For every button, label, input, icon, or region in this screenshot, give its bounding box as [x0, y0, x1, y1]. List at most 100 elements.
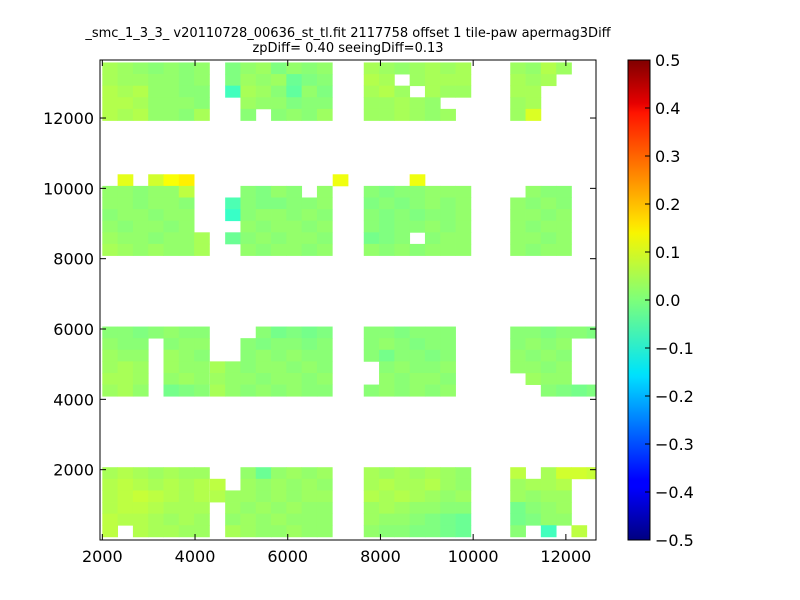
heatmap-cell	[163, 490, 180, 503]
heatmap-cell	[117, 349, 134, 362]
heatmap-cell	[102, 62, 119, 75]
heatmap-cell	[255, 62, 272, 75]
colorbar-tick-label: 0.0	[655, 291, 680, 310]
heatmap-cell	[409, 174, 426, 187]
heatmap-cell	[132, 349, 149, 362]
heatmap-cell	[225, 232, 241, 245]
heatmap-cell	[379, 467, 395, 480]
heatmap-cell	[178, 384, 195, 397]
heatmap-cell	[556, 384, 572, 397]
heatmap-cell	[409, 209, 426, 222]
heatmap-cell	[379, 209, 395, 222]
heatmap-cell	[301, 232, 318, 245]
heatmap-cell	[301, 220, 318, 233]
heatmap-cell	[148, 197, 164, 210]
heatmap-cell	[117, 502, 134, 515]
heatmap-cell	[163, 372, 180, 385]
heatmap-cell	[194, 97, 210, 110]
heatmap-cell	[440, 197, 456, 210]
heatmap-cell	[424, 185, 441, 198]
heatmap-cell	[102, 361, 119, 374]
colorbar-gradient	[628, 60, 650, 540]
heatmap-cell	[424, 502, 441, 515]
heatmap-cell	[510, 74, 526, 87]
heatmap-cell	[209, 478, 226, 491]
heatmap-cell	[178, 185, 195, 198]
heatmap-cell	[556, 478, 572, 491]
heatmap-cell	[225, 372, 241, 385]
heatmap-cell	[409, 220, 426, 233]
heatmap-cell	[148, 74, 164, 87]
heatmap-cell	[240, 372, 257, 385]
heatmap-cell	[540, 467, 557, 480]
heatmap-cell	[424, 85, 441, 98]
heatmap-cell	[255, 220, 272, 233]
heatmap-cell	[255, 525, 272, 538]
heatmap-cell	[301, 384, 318, 397]
heatmap-cell	[394, 478, 411, 491]
heatmap-cell	[163, 525, 180, 538]
heatmap-cell	[394, 220, 411, 233]
heatmap-cell	[379, 502, 395, 515]
heatmap-cell	[132, 513, 149, 526]
heatmap-cell	[178, 220, 195, 233]
heatmap-cell	[148, 513, 164, 526]
heatmap-cell	[540, 74, 557, 87]
heatmap-cell	[556, 467, 572, 480]
heatmap-cell	[440, 502, 456, 515]
heatmap-cell	[178, 513, 195, 526]
heatmap-cell	[271, 384, 287, 397]
heatmap-cell	[163, 97, 180, 110]
heatmap-cell	[286, 467, 303, 480]
heatmap-cell	[525, 326, 542, 339]
heatmap-cell	[363, 185, 380, 198]
heatmap-cell	[394, 243, 411, 256]
heatmap-cell	[394, 525, 411, 538]
heatmap-cell	[540, 502, 557, 515]
heatmap-cell	[510, 197, 526, 210]
heatmap-cell	[424, 384, 441, 397]
heatmap-cell	[556, 62, 572, 75]
heatmap-cell	[379, 108, 395, 121]
heatmap-cell	[271, 220, 287, 233]
heatmap-cell	[163, 338, 180, 351]
heatmap-cell	[394, 62, 411, 75]
heatmap-cell	[178, 502, 195, 515]
heatmap-cell	[455, 232, 472, 245]
heatmap-cell	[255, 85, 272, 98]
heatmap-cell	[301, 502, 318, 515]
heatmap-cell	[117, 174, 134, 187]
heatmap-cell	[286, 97, 303, 110]
heatmap-cell	[525, 97, 542, 110]
heatmap-cell	[556, 338, 572, 351]
heatmap-cell	[363, 97, 380, 110]
heatmap-cell	[379, 232, 395, 245]
heatmap-cell	[178, 74, 195, 87]
heatmap-cell	[163, 209, 180, 222]
heatmap-cell	[379, 349, 395, 362]
heatmap-cell	[271, 372, 287, 385]
heatmap-cell	[255, 384, 272, 397]
heatmap-cell	[440, 478, 456, 491]
heatmap-cell	[363, 384, 380, 397]
heatmap-cell	[316, 502, 333, 515]
heatmap-cell	[255, 243, 272, 256]
heatmap-cell	[117, 97, 134, 110]
heatmap-cell	[132, 243, 149, 256]
heatmap-cell	[117, 232, 134, 245]
heatmap-cell	[225, 361, 241, 374]
heatmap-cell	[424, 197, 441, 210]
heatmap-cell	[394, 97, 411, 110]
heatmap-cell	[163, 361, 180, 374]
heatmap-cell	[271, 97, 287, 110]
heatmap-cell	[148, 220, 164, 233]
heatmap-cell	[409, 97, 426, 110]
x-tick-label: 10000	[448, 547, 499, 566]
heatmap-cell	[117, 467, 134, 480]
heatmap-cell	[424, 97, 441, 110]
heatmap-cell	[363, 338, 380, 351]
heatmap-cell	[379, 243, 395, 256]
heatmap-cell	[540, 384, 557, 397]
heatmap-cell	[163, 384, 180, 397]
heatmap-cell	[455, 478, 472, 491]
